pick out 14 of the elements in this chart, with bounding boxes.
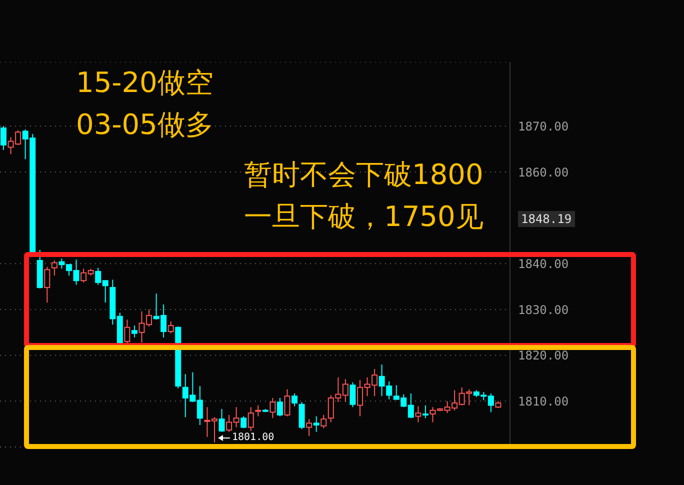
y-tick-label: 1810.00 [518,394,569,408]
y-tick-label: 1870.00 [518,119,569,134]
candlestick [415,406,422,423]
y-tick-label: 1820.00 [518,348,569,363]
annotation: 暂时不会下破1800 [244,157,484,193]
candlestick [255,404,262,417]
y-tick-label: 1860.00 [518,165,569,180]
annotation: 15-20做空 [76,65,214,101]
y-tick-label: 1830.00 [518,302,569,317]
y-tick-label: 1840.00 [518,256,569,271]
annotation: 03-05做多 [76,107,214,143]
annotation: 1801.00 [232,432,274,443]
text: 1848.19 [518,211,575,227]
annotation: 一旦下破，1750见 [244,199,484,235]
